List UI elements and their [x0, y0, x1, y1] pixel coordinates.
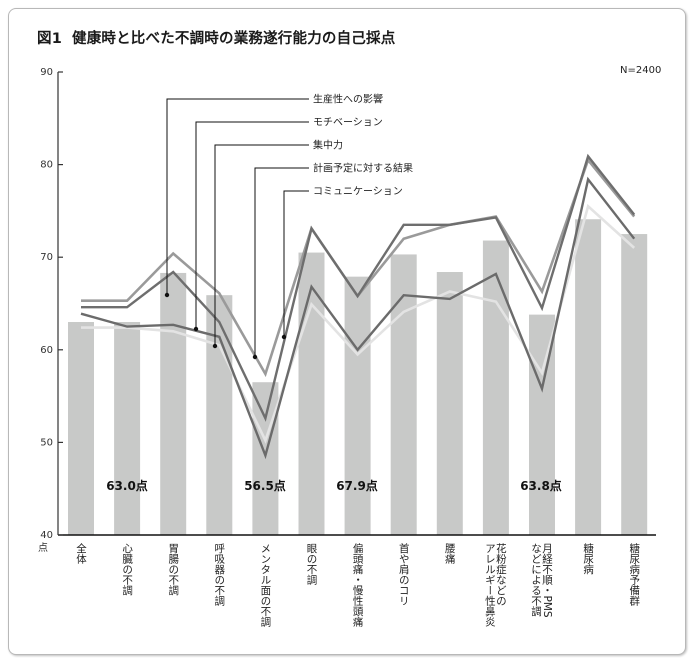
sample-size-label: N=2400: [620, 65, 662, 76]
value-annotation: 67.9点: [336, 478, 378, 493]
legend-leader-line: [195, 121, 309, 329]
legend-leader-dot: [252, 354, 258, 360]
series-line: [81, 203, 636, 444]
bar: [68, 322, 94, 535]
chart-title: 図1 健康時と比べた不調時の業務遂行能力の自己採点: [37, 27, 395, 48]
legend-item: 計画予定に対する結果: [313, 162, 413, 175]
x-axis-label: 花粉症などの アレルギー性鼻炎: [483, 543, 507, 627]
series-line: [80, 176, 636, 460]
bar: [206, 295, 233, 535]
x-axis-label: 胃腸の不調: [167, 543, 180, 596]
bar: [482, 240, 509, 536]
y-axis-unit: 点: [38, 542, 48, 554]
legend-leader-dot: [281, 334, 287, 340]
bar: [160, 272, 187, 535]
legend-leader-dot: [164, 292, 170, 298]
legend-item: 集中力: [313, 139, 343, 152]
bar: [575, 219, 602, 535]
x-axis-label: 心臓の不調: [121, 543, 134, 596]
y-tick-label: 60: [40, 345, 53, 356]
bar: [390, 254, 417, 535]
legend-leader-line: [214, 144, 309, 346]
x-axis-label: 糖尿病予備群: [628, 543, 641, 606]
legend-item: コミュニケーション: [313, 186, 403, 198]
x-axis-label: 全体: [75, 543, 87, 564]
legend-leader-dot: [193, 326, 199, 332]
bar: [436, 272, 463, 535]
series-line: [81, 153, 636, 422]
value-annotation: 63.8点: [520, 478, 562, 493]
bar: [114, 322, 141, 535]
x-axis-label: 眼の不調: [305, 543, 318, 585]
bar: [621, 234, 648, 536]
x-axis-label: 呼吸器の不調: [213, 543, 226, 606]
legend-leader-line: [166, 98, 309, 295]
y-tick-label: 80: [40, 160, 53, 171]
legend-leader-line: [254, 167, 309, 357]
value-annotation: 63.0点: [106, 478, 148, 493]
x-axis-label: メンタル面の不調: [259, 543, 272, 627]
legend-leader-line: [283, 190, 309, 337]
figure-number: 図1: [37, 31, 62, 47]
x-axis-label: 偏頭痛・慢性頭痛: [351, 543, 364, 627]
bar: [344, 276, 371, 535]
x-axis-label: 糖尿病: [582, 543, 595, 575]
bar: [298, 252, 325, 535]
y-tick-label: 90: [40, 67, 53, 78]
x-axis-label: 腰痛: [443, 543, 456, 564]
legend-item: モチベーション: [313, 117, 383, 129]
value-annotation: 56.5点: [244, 478, 286, 493]
x-axis-label: 首や肩のコリ: [397, 543, 410, 606]
legend-item: 生産性への影響: [313, 93, 383, 106]
title-text: 健康時と比べた不調時の業務遂行能力の自己採点: [72, 31, 396, 47]
x-axis-label: 月経不順・PMS などによる不調: [530, 543, 553, 618]
legend-leader-dot: [212, 343, 218, 349]
y-tick-label: 50: [40, 437, 53, 448]
y-tick-label: 40: [40, 530, 53, 541]
y-tick-label: 70: [40, 252, 53, 263]
